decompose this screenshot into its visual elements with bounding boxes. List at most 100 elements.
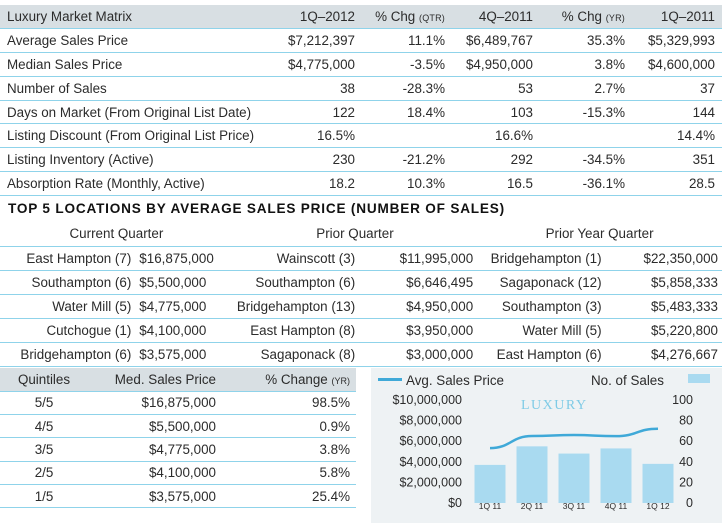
chg-yr-value: 3.8% [540,52,632,77]
chg-qtr-value: 18.4% [362,100,452,125]
current-location: East Hampton (7) [0,246,136,271]
table-row: 3/5 $4,775,000 3.8% [0,437,356,462]
series-line [489,427,659,450]
table-row: Number of Sales 38 -28.3% 53 2.7% 37 [0,76,722,101]
prior-quarter-value: 53 [452,76,540,101]
chg-yr-value [540,123,632,149]
table-row: Bridgehampton (6) $3,575,000 Sagaponack (8… [0,342,722,367]
table-row: Median Sales Price $4,775,000 -3.5% $4,950,… [0,52,722,77]
bar [600,448,632,503]
percent-change-value: 5.8% [222,461,356,485]
current-value: 122 [277,100,362,125]
current-price: $4,775,000 [135,294,233,319]
prior-year-value: $5,329,993 [632,28,722,54]
tick-label-left: $8,000,000 [399,414,462,428]
prior-quarter-value: $6,489,767 [452,28,540,54]
category-label: 4Q 11 [605,501,628,511]
current-location: Water Mill (5) [0,294,136,319]
luxury-sales-chart: $0 $2,000,000 $4,000,000 $6,000,000 $8,000,0… [371,368,722,523]
metric-label: Listing Discount (From Original List Pri… [0,123,277,149]
luxury-market-matrix-table: Luxury Market Matrix 1Q–2012 % Chg (QTR)… [0,5,722,196]
prior-quarter-value: 103 [452,100,540,125]
prior-year-value: 37 [632,76,722,101]
quintile-label: 3/5 [0,437,88,462]
bar [642,463,674,503]
yr-label: (YR) [605,13,625,24]
prior-price: $6,646,495 [359,270,478,295]
metric-label: Absorption Rate (Monthly, Active) [0,171,277,196]
prior-year-value: $4,600,000 [632,52,722,77]
chg-qtr-value: 10.3% [362,171,452,196]
percent-change-value: 98.5% [222,391,356,416]
prior-location: Bridgehampton (13) [232,294,360,319]
percent-change-value: 25.4% [222,484,356,509]
bar [474,464,506,503]
chg-qtr-value: -28.3% [362,76,452,101]
bar [516,446,548,503]
header-prior-quarter: Prior Quarter [232,222,478,247]
table-row: Cutchogue (1) $4,100,000 East Hampton (8) $… [0,318,722,343]
median-price-value: $5,500,000 [88,414,222,439]
current-price: $3,575,000 [135,342,233,367]
chg-yr-value: -36.1% [540,171,632,196]
legend-bar-label: No. of Sales [591,373,664,388]
metric-label: Average Sales Price [0,28,277,54]
prior-quarter-value: 16.5 [452,171,540,196]
quintile-label: 4/5 [0,414,88,439]
category-label: 1Q 11 [479,501,502,511]
chart-title: LUXURY [521,398,588,413]
chg-qtr-value: -21.2% [362,147,452,173]
table-row: 5/5 $16,875,000 98.5% [0,391,356,416]
table-row: 2/5 $4,100,000 5.8% [0,461,356,485]
current-value: $7,212,397 [277,28,362,54]
category-label: 1Q 12 [646,501,669,511]
header-median-price: Med. Sales Price [88,368,222,392]
current-value: $4,775,000 [277,52,362,77]
prior-location: Sagaponack (8) [232,342,360,367]
metric-label: Listing Inventory (Active) [0,147,277,173]
chg-yr-value: -34.5% [540,147,632,173]
prior-year-price: $5,483,333 [605,294,722,319]
chg-yr-value: -15.3% [540,100,632,125]
prior-price: $11,995,000 [359,246,478,271]
median-price-value: $4,100,000 [88,461,222,485]
current-price: $16,875,000 [135,246,233,271]
prior-year-price: $4,276,667 [605,342,722,367]
matrix-header-current: 1Q–2012 [277,5,362,30]
tick-label-left: $2,000,000 [399,475,462,489]
header-percent-change: % Change (YR) [222,368,356,392]
chg-qtr-value: -3.5% [362,52,452,77]
metric-label: Days on Market (From Original List Date) [0,100,277,125]
current-value: 16.5% [277,123,362,149]
matrix-header-chg-qtr: % Chg (QTR) [362,5,452,30]
prior-year-value: 14.4% [632,123,722,149]
tick-label-left: $6,000,000 [399,434,462,448]
prior-year-location: Sagaponack (12) [477,270,606,295]
prior-year-price: $5,858,333 [605,270,722,295]
prior-year-price: $5,220,800 [605,318,722,343]
top-locations-table: Current Quarter Prior Quarter Prior Year… [0,222,722,367]
table-row: 4/5 $5,500,000 0.9% [0,414,356,439]
table-row: Days on Market (From Original List Date)… [0,100,722,125]
current-value: 18.2 [277,171,362,196]
median-price-value: $4,775,000 [88,437,222,462]
matrix-header-chg-yr: % Chg (YR) [540,5,632,30]
chg-label: % Chg [375,9,416,25]
chart-svg: $0 $2,000,000 $4,000,000 $6,000,000 $8,000,0… [378,373,710,511]
quintiles-table: Quintiles Med. Sales Price % Change (YR)… [0,368,356,509]
legend-line-label: Avg. Sales Price [406,373,504,388]
prior-year-value: 28.5 [632,171,722,196]
median-price-value: $16,875,000 [88,391,222,416]
matrix-header-prior-year: 1Q–2011 [632,5,722,30]
table-row: Average Sales Price $7,212,397 11.1% $6,489… [0,28,722,54]
metric-label: Median Sales Price [0,52,277,77]
table-row: Absorption Rate (Monthly, Active) 18.2 10.… [0,171,722,196]
matrix-header-row: Luxury Market Matrix 1Q–2012 % Chg (QTR)… [0,5,722,30]
prior-year-value: 144 [632,100,722,125]
legend-line-swatch [378,378,402,381]
quintile-label: 5/5 [0,391,88,416]
table-row: Southampton (6) $5,500,000 Southampton (6)… [0,270,722,295]
current-value: 38 [277,76,362,101]
median-price-value: $3,575,000 [88,484,222,509]
tick-label-right: 20 [679,475,693,489]
